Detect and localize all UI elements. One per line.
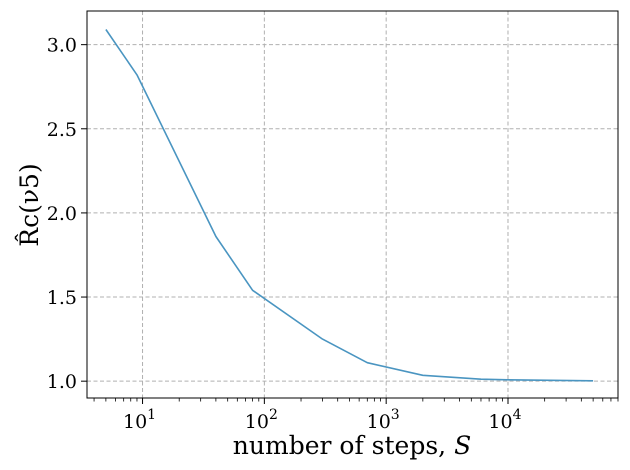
axis-ticks [81, 44, 619, 404]
x-tick-label: 104 [488, 407, 521, 433]
x-tick-label: 103 [367, 407, 400, 433]
series-layer [105, 29, 594, 382]
x-tick-label: 101 [123, 407, 156, 433]
y-axis-label: R̂c(ν5) [15, 163, 44, 246]
plot-frame [86, 10, 619, 399]
y-tick-label: 2.5 [47, 119, 77, 141]
tick-labels: 101 102 103 104 1.0 1.5 2.0 2.5 3.0 [47, 35, 522, 433]
series-line [105, 29, 594, 382]
x-tick-label: 102 [245, 407, 278, 433]
y-tick-label: 1.5 [47, 287, 77, 309]
grid-lines [87, 11, 618, 398]
x-axis-label: number of steps, S [233, 431, 471, 460]
y-tick-label: 3.0 [47, 35, 77, 57]
y-tick-label: 2.0 [47, 203, 77, 225]
y-tick-label: 1.0 [47, 371, 77, 393]
